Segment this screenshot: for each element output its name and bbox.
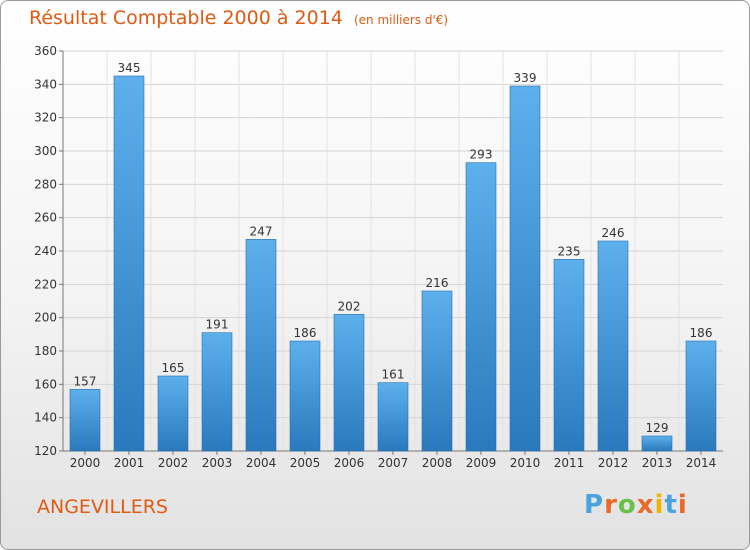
logo-letter-2: r	[604, 490, 618, 520]
y-tick-label-160: 160	[34, 377, 57, 391]
x-tick-label-2006: 2006	[334, 456, 365, 470]
chart-title-line: Résultat Comptable 2000 à 2014 (en milli…	[29, 7, 448, 29]
x-tick-label-2009: 2009	[466, 456, 497, 470]
bar-2004	[245, 239, 277, 452]
y-tick-label-340: 340	[34, 77, 57, 91]
x-tick-label-2012: 2012	[598, 456, 629, 470]
value-label-2003: 191	[206, 318, 229, 332]
value-label-2013: 129	[646, 421, 669, 435]
chart-title: Résultat Comptable 2000 à 2014	[29, 7, 343, 29]
bar-2000	[69, 389, 101, 452]
value-label-2008: 216	[426, 276, 449, 290]
axes: 120 140 160 180 200 220 240 260 280 300 320 340 360 2…	[34, 44, 723, 470]
x-tick-label-2002: 2002	[158, 456, 189, 470]
value-label-2011: 235	[558, 244, 581, 258]
bar-2009	[465, 162, 497, 452]
bar-2011	[553, 259, 585, 452]
bar-2013	[641, 435, 673, 452]
x-tick-label-2010: 2010	[510, 456, 541, 470]
y-tick-label-220: 220	[34, 277, 57, 291]
value-label-2000: 157	[74, 374, 97, 388]
bars	[69, 75, 717, 452]
value-label-2009: 293	[470, 148, 493, 162]
value-label-2002: 165	[162, 361, 185, 375]
value-label-2001: 345	[118, 61, 141, 75]
bar-2005	[289, 340, 321, 452]
bar-2006	[333, 314, 365, 452]
x-tick-label-2007: 2007	[378, 456, 409, 470]
value-labels: 157 345 165 191 247 186 202 161 216 293 339 235 246 1…	[74, 61, 713, 435]
bar-2012	[597, 240, 629, 452]
bar-2010	[509, 85, 541, 452]
y-tick-label-300: 300	[34, 144, 57, 158]
logo-letter-1: P	[584, 490, 605, 520]
x-tick-label-2008: 2008	[422, 456, 453, 470]
y-tick-label-260: 260	[34, 211, 57, 225]
bar-2003	[201, 332, 233, 452]
bar-2002	[157, 375, 189, 452]
x-tick-label-2003: 2003	[202, 456, 233, 470]
logo-letter-6: t	[664, 490, 678, 520]
x-tick-label-2013: 2013	[642, 456, 673, 470]
value-label-2010: 339	[514, 71, 537, 85]
y-tick-label-360: 360	[34, 44, 57, 58]
x-tick-label-2014: 2014	[686, 456, 717, 470]
value-label-2007: 161	[382, 368, 405, 382]
y-tick-label-240: 240	[34, 244, 57, 258]
proxiti-logo: Proxiti	[584, 490, 688, 520]
bar-2007	[377, 382, 409, 452]
bar-2014	[685, 340, 717, 452]
x-tick-label-2005: 2005	[290, 456, 321, 470]
logo-letter-3: o	[617, 490, 637, 520]
y-tick-label-320: 320	[34, 111, 57, 125]
value-label-2012: 246	[602, 226, 625, 240]
chart-subtitle: (en milliers d'€)	[353, 13, 449, 27]
x-tick-label-2001: 2001	[114, 456, 145, 470]
value-label-2014: 186	[690, 326, 713, 340]
value-label-2006: 202	[338, 299, 361, 313]
y-tick-label-200: 200	[34, 311, 57, 325]
x-tick-label-2004: 2004	[246, 456, 277, 470]
value-label-2005: 186	[294, 326, 317, 340]
y-tick-label-180: 180	[34, 344, 57, 358]
commune-name: ANGEVILLERS	[37, 496, 168, 518]
x-tick-label-2000: 2000	[70, 456, 101, 470]
value-label-2004: 247	[250, 224, 273, 238]
bar-2008	[421, 290, 453, 452]
bar-2001	[113, 75, 145, 452]
y-tick-label-140: 140	[34, 411, 57, 425]
logo-letter-5: i	[654, 490, 665, 520]
x-tick-label-2011: 2011	[554, 456, 585, 470]
y-tick-label-120: 120	[34, 444, 57, 458]
logo-letter-4: x	[636, 490, 655, 520]
logo-letter-7: i	[677, 490, 688, 520]
y-tick-label-280: 280	[34, 177, 57, 191]
